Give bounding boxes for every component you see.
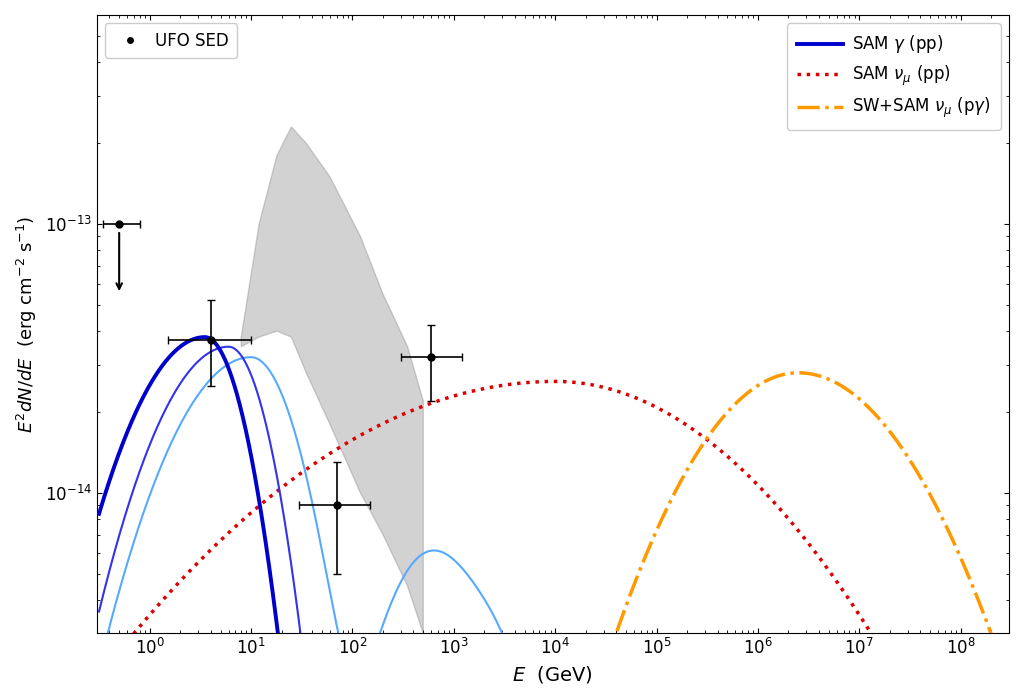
SAM $\nu_\mu$ (pp) (259, 497, 271, 505)
SAM $\nu_\mu$ (pp) (441, 393, 454, 402)
SAM $\nu_\mu$ (pp) (640, 398, 652, 407)
SAM $\nu_\mu$ (pp) (686, 425, 698, 433)
Legend: SAM $\gamma$ (pp), SAM $\nu_\mu$ (pp), SW+SAM $\nu_\mu$ (p$\gamma$): SAM $\gamma$ (pp), SAM $\nu_\mu$ (pp), S… (786, 23, 1000, 130)
SW+SAM $\nu_\mu$ (p$\gamma$) (640, 550, 652, 559)
SW+SAM $\nu_\mu$ (p$\gamma$) (843, 387, 855, 395)
SAM $\gamma$ (pp) (199, 333, 211, 342)
SW+SAM $\nu_\mu$ (p$\gamma$) (1006, 687, 1018, 695)
Line: SAM $\gamma$ (pp): SAM $\gamma$ (pp) (99, 337, 1012, 700)
Line: SAM $\nu_\mu$ (pp): SAM $\nu_\mu$ (pp) (99, 382, 1012, 700)
Y-axis label: $E^2 dN/dE$  (erg cm$^{-2}$ s$^{-1}$): $E^2 dN/dE$ (erg cm$^{-2}$ s$^{-1}$) (15, 216, 39, 433)
X-axis label: $E$  (GeV): $E$ (GeV) (512, 664, 593, 685)
SW+SAM $\nu_\mu$ (p$\gamma$) (773, 371, 785, 379)
SW+SAM $\nu_\mu$ (p$\gamma$) (792, 369, 804, 377)
SAM $\gamma$ (pp) (259, 533, 271, 541)
SAM $\nu_\mu$ (pp) (843, 596, 855, 604)
SAM $\nu_\mu$ (pp) (549, 377, 561, 386)
SW+SAM $\nu_\mu$ (p$\gamma$) (686, 457, 698, 466)
SAM $\gamma$ (pp) (93, 510, 105, 518)
SAM $\nu_\mu$ (pp) (93, 673, 105, 681)
Line: SW+SAM $\nu_\mu$ (p$\gamma$): SW+SAM $\nu_\mu$ (p$\gamma$) (99, 373, 1012, 700)
SAM $\nu_\mu$ (pp) (774, 505, 786, 513)
Polygon shape (242, 127, 423, 634)
